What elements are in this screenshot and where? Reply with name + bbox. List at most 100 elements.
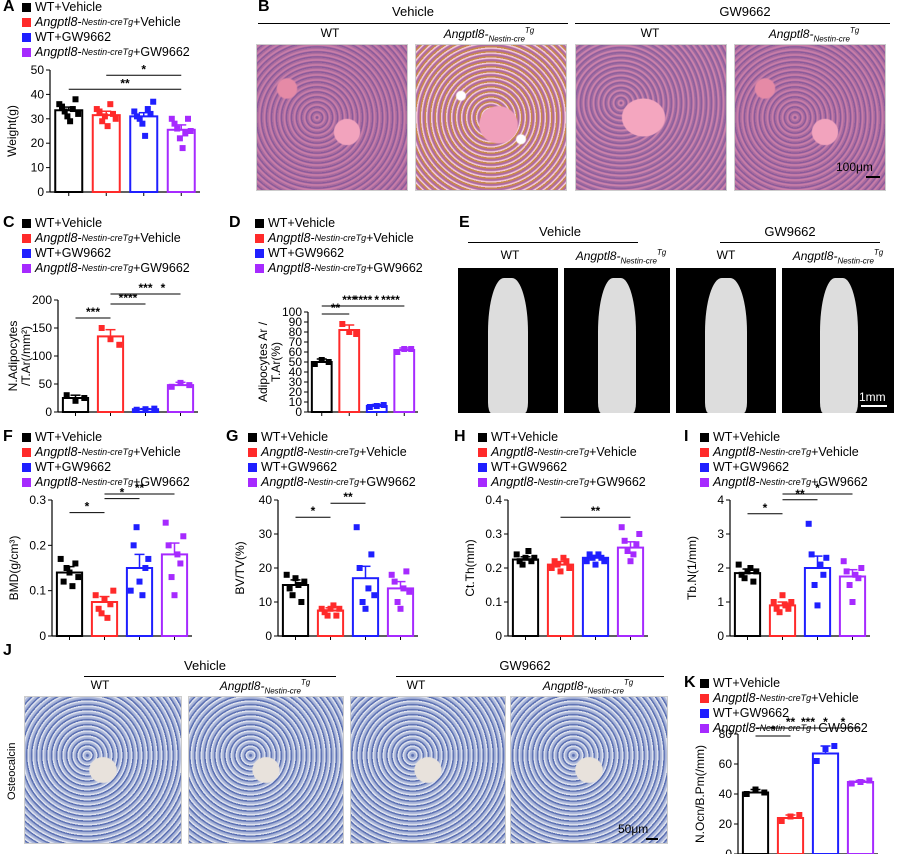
data-point <box>788 599 795 605</box>
data-point <box>168 574 175 581</box>
y-tick-label: 2 <box>717 561 724 575</box>
j-col-tg-2-sub: Nestin-cre <box>587 686 624 696</box>
y-tick-label: 80 <box>289 325 303 339</box>
b-image-wt-vehicle <box>256 44 408 191</box>
bar <box>581 556 610 637</box>
legend-gene-sup: Tg <box>122 447 134 457</box>
legend-gene-sub: Nestin-cre <box>307 477 349 487</box>
y-tick-label: 40 <box>289 365 303 379</box>
legend-item-wt-vehicle: WT+Vehicle <box>478 430 646 445</box>
data-point <box>101 113 108 120</box>
y-tick-label: 30 <box>259 527 273 541</box>
data-point <box>182 130 189 137</box>
e-col-wt-2: WT <box>676 248 776 262</box>
data-point <box>855 575 862 582</box>
data-point <box>142 565 149 571</box>
legend-item-wt-vehicle: WT+Vehicle <box>700 676 868 691</box>
b-col-wt-1-text: WT <box>320 26 340 40</box>
y-tick-label: 200 <box>32 293 52 307</box>
legend-item-tg-gw: Angptl8- Nestin-cre Tg +GW9662 <box>22 261 190 276</box>
legend-gene-sup: Tg <box>122 263 134 273</box>
legend-item-wt-gw: WT+GW9662 <box>22 30 190 45</box>
j-group-gw-title: GW9662 <box>499 658 551 673</box>
data-point <box>822 746 829 752</box>
legend-label: WT+Vehicle <box>491 430 559 444</box>
data-point <box>98 325 105 331</box>
legend-label: +Vehicle <box>133 445 181 459</box>
data-point <box>814 602 821 609</box>
legend-label: WT+GW9662 <box>35 460 112 474</box>
data-point <box>324 612 331 619</box>
legend-swatch <box>478 463 487 472</box>
legend-label: +Vehicle <box>133 231 181 245</box>
data-point <box>823 554 830 561</box>
legend-gene: Angptl8- <box>491 445 538 459</box>
y-tick-label: 70 <box>289 335 303 349</box>
data-point <box>327 605 334 612</box>
data-point <box>787 813 794 820</box>
data-point <box>630 551 637 558</box>
legend-label: WT+Vehicle <box>35 0 103 14</box>
legend-item-tg-gw: Angptl8- Nestin-cre Tg +GW9662 <box>478 475 646 490</box>
data-point <box>177 379 184 386</box>
legend-item-tg-gw: Angptl8- Nestin-cre Tg +GW9662 <box>255 261 423 276</box>
panel-letter-d: D <box>229 214 241 231</box>
legend-k: WT+Vehicle Angptl8- Nestin-cre Tg +Vehicle … <box>700 676 868 736</box>
panel-letter-k: K <box>684 674 696 691</box>
e-group-gw-line <box>720 242 880 243</box>
y-tick-label: 80 <box>719 727 733 741</box>
legend-swatch <box>22 219 31 228</box>
y-tick-label: 10 <box>259 595 273 609</box>
legend-gene-sub: Nestin-cre <box>81 233 123 243</box>
legend-gene-sup: Tg <box>122 47 134 57</box>
data-point <box>747 565 754 571</box>
y-tick-label: 0 <box>495 629 502 643</box>
data-point <box>168 115 175 122</box>
e-col-tg-1: Angptl8-Nestin-creTg <box>566 248 676 265</box>
sig-label: * <box>841 715 846 729</box>
y-tick-label: 0.1 <box>29 584 46 598</box>
legend-item-wt-gw: WT+GW9662 <box>248 460 416 475</box>
legend-gene-sup: Tg <box>578 447 590 457</box>
data-point <box>408 346 415 352</box>
j-image-wt-gw <box>350 696 506 844</box>
data-point <box>359 599 366 605</box>
legend-gene-sub: Nestin-cre <box>759 447 801 457</box>
legend-label: WT+GW9662 <box>261 460 338 474</box>
legend-swatch <box>700 679 709 688</box>
data-point <box>831 743 838 749</box>
b-scalebar <box>866 176 880 178</box>
y-tick-label: 0.2 <box>485 561 502 575</box>
y-axis-label: N.Adipocytes <box>6 321 20 392</box>
sig-label: * <box>161 281 166 295</box>
data-point <box>820 571 827 578</box>
data-point <box>852 571 859 578</box>
data-point <box>295 582 302 588</box>
legend-label: +GW9662 <box>811 475 868 489</box>
data-point <box>69 583 76 590</box>
e-bone <box>488 278 528 413</box>
legend-item-wt-gw: WT+GW9662 <box>700 460 868 475</box>
bar <box>393 349 416 413</box>
data-point <box>633 541 640 548</box>
j-col-tg-1: Angptl8-Nestin-creTg <box>190 678 340 695</box>
legend-a: WT+Vehicle Angptl8- Nestin-cre Tg +Vehicle … <box>22 0 190 60</box>
sig-label: * <box>120 486 125 500</box>
data-point <box>750 578 757 585</box>
data-point <box>397 605 404 612</box>
data-point <box>811 582 818 588</box>
data-point <box>150 98 157 105</box>
legend-label: WT+Vehicle <box>35 430 103 444</box>
legend-gene: Angptl8- <box>261 445 308 459</box>
data-point <box>171 592 178 599</box>
data-point <box>292 575 299 582</box>
data-point <box>592 561 599 568</box>
legend-item-wt-gw: WT+GW9662 <box>700 706 868 721</box>
legend-gene-sup: Tg <box>578 477 590 487</box>
data-point <box>805 520 812 527</box>
panel-letter-c: C <box>3 214 15 231</box>
bar <box>125 567 154 637</box>
b-col-tg-2-gene: Angptl8- <box>768 27 814 41</box>
legend-gene-sub: Nestin-cre <box>537 447 579 457</box>
legend-item-wt-vehicle: WT+Vehicle <box>22 430 190 445</box>
